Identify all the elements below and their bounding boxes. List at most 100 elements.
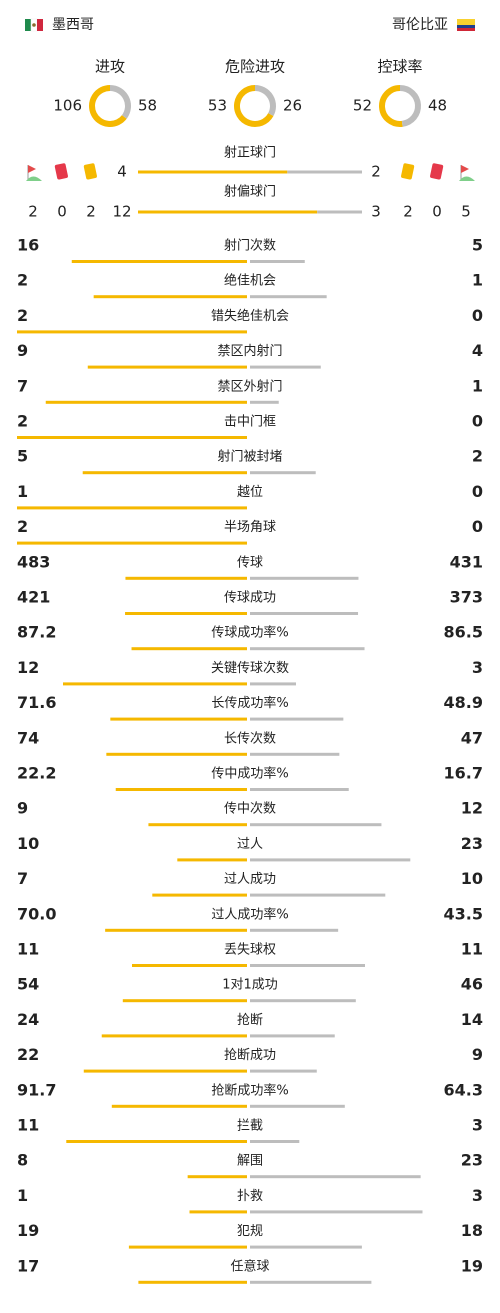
away-value: 0 [472, 412, 483, 431]
home-bar [106, 752, 248, 756]
home-summary-value: 106 [53, 97, 82, 115]
away-arc [399, 85, 421, 127]
home-value: 74 [17, 728, 39, 747]
away-corners: 5 [461, 203, 471, 221]
away-value: 0 [472, 517, 483, 536]
stat-label: 抢断成功率% [211, 1082, 288, 1098]
home-value: 16 [17, 236, 39, 255]
away-flag [457, 19, 475, 31]
away-bar [250, 1175, 421, 1179]
away-bar [250, 964, 365, 967]
stat-label: 1对1成功 [222, 978, 278, 993]
stat-label: 犯规 [237, 1224, 263, 1239]
away-value: 431 [450, 552, 483, 571]
away-bar [250, 893, 386, 897]
stat-label: 任意球 [230, 1258, 269, 1274]
home-value: 22.2 [17, 764, 56, 783]
home-value: 54 [17, 975, 39, 994]
home-bar [189, 1210, 247, 1214]
home-bar [82, 471, 247, 475]
stat-label: 越位 [237, 485, 263, 500]
away-summary-value: 26 [283, 97, 302, 115]
away-team: 哥伦比亚 [392, 17, 448, 33]
stat-label: 绝佳机会 [224, 273, 276, 289]
away-bar [250, 1280, 372, 1284]
home-yellow-cards: 2 [86, 203, 96, 221]
away-value: 23 [461, 834, 483, 853]
away-value: 86.5 [444, 623, 483, 642]
away-value: 47 [461, 728, 483, 747]
stat-label: 关键传球次数 [211, 660, 289, 676]
home-bar [115, 788, 247, 791]
stat-label: 丢失球权 [224, 942, 276, 958]
home-value: 1 [17, 482, 28, 501]
away-value: 11 [461, 940, 483, 959]
stat-label: 传球 [237, 555, 263, 570]
home-arc [234, 85, 274, 127]
home-bar [63, 682, 247, 686]
home-value: 7 [17, 869, 28, 888]
away-bar [287, 170, 362, 174]
home-value: 11 [17, 1116, 39, 1135]
away-bar [250, 260, 305, 263]
away-value: 48.9 [444, 693, 483, 712]
home-value: 70.0 [17, 904, 56, 923]
home-bar [111, 1104, 247, 1108]
home-arc [89, 85, 127, 127]
home-corners: 2 [28, 203, 38, 221]
away-value: 3 [472, 658, 483, 677]
home-bar [138, 210, 318, 214]
away-bar [250, 1069, 317, 1073]
shots-label: 射正球门 [224, 145, 276, 161]
away-value: 10 [461, 869, 483, 888]
away-arc [254, 85, 276, 117]
home-shots: 12 [112, 203, 131, 221]
home-value: 5 [17, 447, 28, 466]
home-summary-value: 53 [208, 97, 227, 115]
home-bar [110, 717, 248, 721]
away-value: 3 [472, 1186, 483, 1205]
away-bar [250, 788, 349, 791]
away-shots: 2 [371, 163, 381, 181]
home-bar [17, 506, 247, 510]
away-value: 1 [472, 271, 483, 290]
home-value: 7 [17, 376, 28, 395]
stat-label: 击中门框 [224, 415, 276, 430]
away-bar [250, 999, 356, 1003]
home-icons [26, 163, 97, 181]
home-value: 2 [17, 412, 28, 431]
home-value: 8 [17, 1151, 28, 1170]
stat-label: 过人成功 [224, 872, 276, 887]
away-red-cards: 0 [432, 203, 442, 221]
summary-label: 危险进攻 [225, 58, 285, 76]
away-arc [109, 85, 131, 119]
away-value: 5 [472, 236, 483, 255]
home-bar [105, 928, 247, 932]
away-bar [250, 612, 359, 615]
stat-label: 传球成功 [224, 591, 276, 606]
home-value: 91.7 [17, 1080, 56, 1099]
stat-label: 传中成功率% [211, 766, 288, 782]
home-bar [17, 436, 247, 439]
away-bar [250, 295, 327, 299]
stat-label: 传中次数 [224, 801, 276, 817]
summary-label: 控球率 [377, 58, 422, 76]
stat-label: 过人 [237, 837, 263, 852]
away-value: 2 [472, 447, 483, 466]
away-shots: 3 [371, 203, 381, 221]
away-value: 373 [450, 588, 483, 607]
home-bar [148, 823, 247, 827]
stat-label: 禁区外射门 [217, 378, 282, 394]
home-bar [87, 365, 248, 369]
away-bar [250, 471, 316, 475]
away-value: 4 [472, 341, 483, 360]
home-red-cards: 0 [57, 203, 67, 221]
stat-label: 长传次数 [224, 730, 276, 746]
home-shots: 4 [117, 163, 127, 181]
away-summary-value: 58 [138, 97, 157, 115]
away-value: 19 [461, 1256, 483, 1275]
away-bar [250, 823, 382, 827]
away-bar [250, 1210, 423, 1214]
home-value: 1 [17, 1186, 28, 1205]
